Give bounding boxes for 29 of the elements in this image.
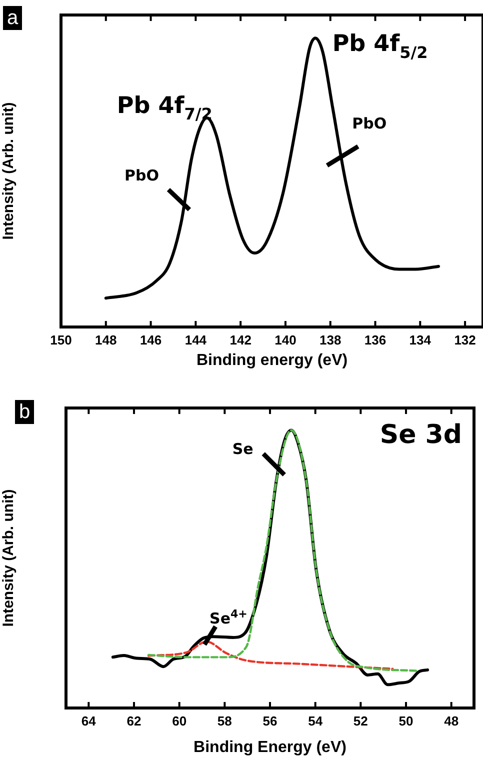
x-tick-label: 140: [274, 332, 296, 348]
x-tick-label: 62: [126, 713, 142, 728]
x-tick-label: 58: [217, 713, 232, 728]
annotation: PbO: [124, 166, 159, 185]
x-tick-label: 50: [398, 713, 414, 728]
x-tick-label: 48: [444, 713, 459, 728]
chart-title: a: [3, 6, 22, 30]
x-tick-label: 148: [95, 332, 117, 348]
x-tick-label: 56: [262, 713, 278, 728]
y-axis-title: Intensity (Arb. unit): [0, 489, 18, 627]
annotation: PbO: [352, 114, 387, 132]
chart-title: b: [15, 400, 34, 424]
x-tick-label: 60: [172, 713, 187, 728]
x-axis-title: Binding Energy (eV): [194, 738, 346, 756]
x-tick-label: 132: [454, 332, 476, 348]
x-tick-label: 146: [140, 332, 162, 348]
x-tick-label: 64: [81, 713, 97, 728]
x-tick-label: 138: [320, 332, 342, 348]
annotation: Se 3d: [380, 420, 462, 450]
x-tick-label: 52: [353, 713, 368, 728]
x-axis-title: Binding energy (eV): [196, 352, 348, 369]
x-tick-label: 142: [230, 332, 252, 348]
x-tick-label: 144: [184, 332, 208, 348]
y-axis-title: Intensity (Arb. unit): [0, 102, 18, 240]
x-tick-label: 54: [308, 713, 324, 728]
x-tick-label: 136: [364, 332, 386, 348]
annotation: Se: [232, 440, 254, 458]
x-tick-label: 134: [409, 332, 432, 348]
x-tick-label: 150: [50, 332, 72, 348]
